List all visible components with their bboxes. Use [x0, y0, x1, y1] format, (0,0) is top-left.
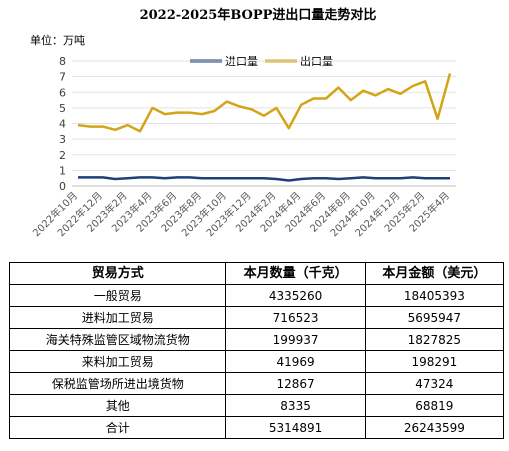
cell-trade-mode: 海关特殊监管区域物流货物 — [8, 328, 227, 351]
series-line-export — [77, 73, 452, 133]
header-quantity: 本月数量（千克） — [225, 262, 366, 285]
cell-amount: 26243599 — [364, 416, 505, 439]
cell-amount: 47324 — [364, 372, 505, 395]
y-tick-label: 0 — [59, 180, 66, 193]
y-tick-label: 8 — [59, 55, 66, 68]
cell-amount: 18405393 — [364, 284, 505, 307]
cell-quantity: 12867 — [225, 372, 366, 395]
cell-trade-mode: 来料加工贸易 — [8, 350, 227, 373]
cell-trade-mode: 进料加工贸易 — [8, 306, 227, 329]
table-row: 进料加工贸易 716523 5695947 — [8, 306, 505, 329]
chart-title: 2022-2025年BOPP进出口量走势对比 — [140, 7, 377, 23]
table-row: 其他 8335 68819 — [8, 394, 505, 417]
y-tick-label: 2 — [59, 149, 66, 162]
x-axis-ticks: 2022年10月2022年12月2023年2月2023年4月2023年6月202… — [30, 189, 452, 239]
y-tick-label: 5 — [59, 102, 66, 115]
cell-trade-mode: 合计 — [8, 416, 227, 439]
cell-trade-mode: 一般贸易 — [8, 284, 227, 307]
cell-trade-mode: 保税监管场所进出境货物 — [8, 372, 227, 395]
table-row: 一般贸易 4335260 18405393 — [8, 284, 505, 307]
y-tick-label: 6 — [59, 86, 66, 99]
series-lines — [77, 73, 452, 182]
cell-amount: 198291 — [364, 350, 505, 373]
y-tick-label: 7 — [59, 71, 66, 84]
y-tick-label: 3 — [59, 133, 66, 146]
cell-trade-mode: 其他 — [8, 394, 227, 417]
header-amount: 本月金额（美元） — [364, 262, 505, 285]
cell-amount: 68819 — [364, 394, 505, 417]
cell-amount: 1827825 — [364, 328, 505, 351]
grid-lines — [72, 60, 456, 187]
cell-quantity: 716523 — [225, 306, 366, 329]
cell-quantity: 4335260 — [225, 284, 366, 307]
table-row: 保税监管场所进出境货物 12867 47324 — [8, 372, 505, 395]
line-chart: 2022-2025年BOPP进出口量走势对比 单位：万吨 进口量 出口量 012… — [30, 7, 456, 239]
y-tick-label: 4 — [59, 118, 66, 131]
series-line-import — [78, 176, 450, 182]
y-unit-label: 单位：万吨 — [30, 33, 85, 47]
table-row: 海关特殊监管区域物流货物 199937 1827825 — [8, 328, 505, 351]
y-tick-label: 1 — [59, 164, 66, 177]
cell-quantity: 5314891 — [225, 416, 366, 439]
table-row: 合计 5314891 26243599 — [8, 416, 505, 439]
trade-table: 贸易方式 本月数量（千克） 本月金额（美元） 一般贸易 4335260 1840… — [8, 262, 505, 439]
table-row: 来料加工贸易 41969 198291 — [8, 350, 505, 373]
header-trade-mode: 贸易方式 — [8, 262, 227, 285]
cell-quantity: 199937 — [225, 328, 366, 351]
table-header-row: 贸易方式 本月数量（千克） 本月金额（美元） — [8, 262, 505, 285]
cell-amount: 5695947 — [364, 306, 505, 329]
cell-quantity: 8335 — [225, 394, 366, 417]
y-axis-ticks: 0 1 2 3 4 5 6 7 8 — [59, 55, 66, 193]
cell-quantity: 41969 — [225, 350, 366, 373]
